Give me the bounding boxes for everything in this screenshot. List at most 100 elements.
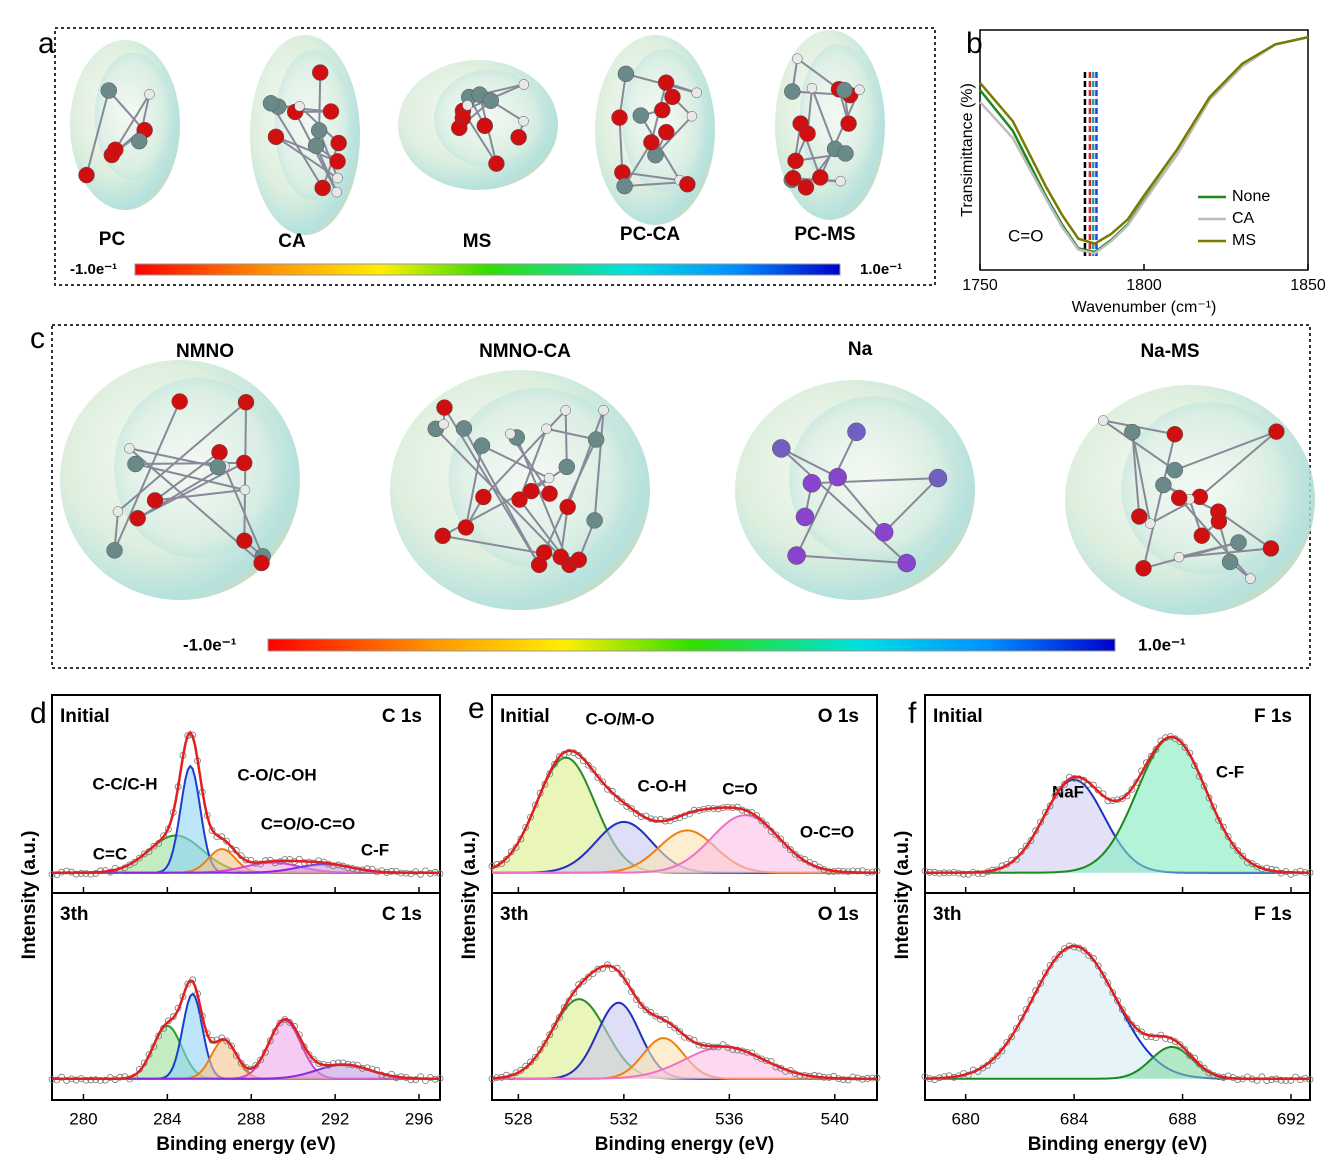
atom	[897, 553, 916, 573]
raw-point	[599, 778, 607, 786]
atom	[434, 527, 451, 545]
bond	[481, 444, 550, 480]
raw-point	[1200, 1064, 1208, 1072]
raw-point	[628, 805, 635, 812]
bond	[464, 445, 483, 528]
subplot-title: Initial	[60, 706, 110, 727]
raw-point	[72, 1076, 80, 1084]
y-axis-title: Intensity (a.u.)	[892, 831, 913, 960]
atom	[253, 554, 270, 572]
x-tick-label: 528	[504, 1109, 532, 1128]
atom	[510, 129, 527, 146]
atom	[511, 491, 528, 508]
raw-point	[97, 1076, 104, 1084]
atom	[836, 81, 853, 99]
raw-point	[63, 867, 70, 875]
atom	[784, 169, 802, 187]
raw-point	[1181, 1046, 1189, 1053]
atom	[614, 164, 631, 181]
atom	[330, 134, 347, 152]
atom	[617, 65, 635, 83]
peak-label: C-O/M-O	[586, 709, 655, 728]
bond	[243, 402, 248, 541]
core-level: F 1s	[1254, 904, 1292, 925]
colorbar	[267, 638, 1116, 652]
x-tick-label: 284	[153, 1109, 181, 1128]
peak-label: C-O-H	[637, 776, 686, 795]
atom	[1124, 423, 1141, 441]
envelope	[491, 749, 878, 874]
envelope	[924, 944, 1310, 1081]
peak-label: C=O/O-C=O	[261, 814, 355, 833]
bond	[796, 57, 840, 91]
molecule-surface	[94, 52, 172, 181]
x-tick-label: 1850	[1290, 277, 1326, 294]
bond	[1178, 547, 1272, 559]
bond	[883, 477, 939, 533]
bond	[435, 428, 562, 558]
raw-point	[1003, 1038, 1011, 1046]
x-axis-title: Wavenumber (cm⁻¹)	[1072, 299, 1217, 316]
colorbar-label: 1.0e⁻¹	[1138, 635, 1186, 654]
atom	[329, 153, 346, 170]
raw-point	[334, 1059, 342, 1067]
raw-point	[1248, 860, 1256, 867]
peak-fill	[492, 830, 877, 873]
peak-label: C-C/C-H	[92, 774, 157, 793]
raw-point	[1147, 752, 1155, 760]
atom	[171, 393, 188, 410]
core-level: F 1s	[1254, 706, 1292, 727]
raw-point	[218, 1034, 226, 1042]
raw-point	[407, 1076, 415, 1084]
subplot-title: Initial	[500, 706, 550, 727]
atom	[482, 92, 500, 109]
raw-point	[1253, 1077, 1261, 1084]
atom	[314, 179, 331, 197]
atom	[787, 152, 804, 170]
envelope	[925, 735, 1311, 874]
peak-label: C-F	[361, 840, 389, 859]
bond	[559, 506, 569, 558]
atom	[799, 125, 816, 142]
bond	[618, 117, 624, 173]
panel-label: b	[966, 27, 983, 60]
raw-point	[921, 867, 929, 875]
atom	[505, 428, 516, 440]
bond	[780, 447, 839, 479]
x-tick-label: 1750	[962, 277, 998, 294]
atom	[129, 509, 146, 527]
peak-fill	[492, 1002, 877, 1079]
raw-point	[1234, 847, 1242, 855]
atom	[450, 119, 468, 137]
series-line	[979, 35, 1309, 245]
bond	[1178, 497, 1252, 580]
atom	[570, 551, 588, 569]
bond	[836, 476, 885, 533]
core-level: O 1s	[818, 706, 859, 727]
atom	[787, 546, 806, 565]
raw-point	[786, 846, 794, 854]
raw-point	[276, 1019, 284, 1027]
molecule-label: PC-CA	[620, 224, 680, 245]
bond	[154, 451, 221, 502]
atom	[1193, 527, 1211, 544]
atom	[772, 439, 791, 458]
atom	[657, 74, 675, 91]
raw-point	[849, 867, 857, 875]
raw-point	[945, 1072, 953, 1080]
atom	[239, 484, 251, 496]
peak-fill	[52, 1064, 440, 1079]
colorbar-label: -1.0e⁻¹	[183, 635, 237, 654]
envelope	[52, 730, 441, 874]
raw-point	[1195, 1060, 1203, 1068]
molecule-surface	[789, 396, 957, 562]
atom	[211, 444, 228, 461]
atom	[598, 404, 609, 416]
bond	[275, 135, 338, 163]
atom	[146, 492, 164, 509]
bond	[1174, 430, 1277, 472]
raw-point	[1287, 1077, 1295, 1084]
atom	[457, 519, 475, 536]
bond	[137, 462, 245, 520]
peak-label: O-C=O	[800, 822, 854, 841]
